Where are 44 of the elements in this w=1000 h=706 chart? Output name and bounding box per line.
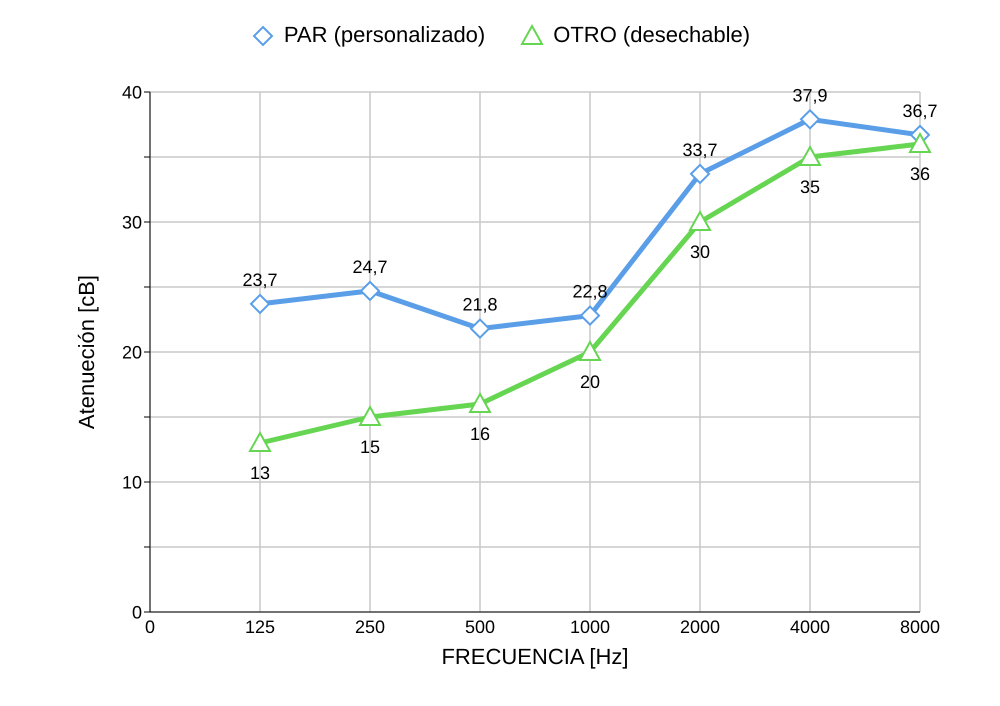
data-label: 24,7 [352, 256, 388, 277]
data-label: 21,8 [462, 294, 498, 315]
y-tick-label: 30 [122, 212, 142, 232]
data-label: 36,7 [902, 100, 938, 121]
x-tick-label: 0 [144, 616, 156, 637]
legend-label: PAR (personalizado) [284, 22, 486, 48]
point [800, 109, 820, 130]
x-tick-label: 4000 [790, 616, 830, 637]
data-label: 16 [470, 424, 490, 444]
data-label: 37,9 [792, 85, 828, 106]
point [580, 306, 600, 326]
x-axis-title: FRECUENCIA [Hz] [441, 644, 629, 669]
point [470, 318, 490, 339]
data-label: 20 [580, 372, 600, 392]
y-tick-label: 20 [122, 342, 142, 362]
point [799, 146, 821, 166]
x-tick-label: 1000 [570, 616, 610, 637]
data-label: 22,8 [572, 282, 608, 302]
data-label: 15 [360, 437, 380, 457]
y-tick-label: 0 [132, 602, 142, 622]
x-tick-label: 8000 [900, 616, 940, 637]
point [689, 211, 711, 231]
y-tick-label: 10 [122, 472, 142, 492]
point [469, 393, 491, 413]
data-label: 36 [910, 164, 930, 184]
x-tick-label: 500 [464, 616, 496, 637]
point [249, 432, 271, 452]
legend-label: OTRO (desechable) [553, 22, 750, 48]
data-label: 30 [690, 242, 710, 262]
data-label: 33,7 [682, 140, 718, 160]
point [579, 341, 601, 361]
y-axis-title: Atenueción [cB] [74, 274, 99, 430]
data-label: 23,7 [242, 270, 278, 290]
data-label: 13 [250, 463, 270, 483]
data-label: 35 [800, 177, 820, 197]
point [909, 133, 931, 153]
x-tick-label: 125 [244, 616, 276, 637]
x-tick-label: 2000 [680, 616, 720, 637]
point [359, 406, 381, 426]
y-tick-label: 40 [122, 82, 142, 102]
point [360, 280, 380, 301]
x-tick-label: 250 [354, 616, 386, 637]
point [690, 164, 710, 184]
point [250, 294, 270, 314]
